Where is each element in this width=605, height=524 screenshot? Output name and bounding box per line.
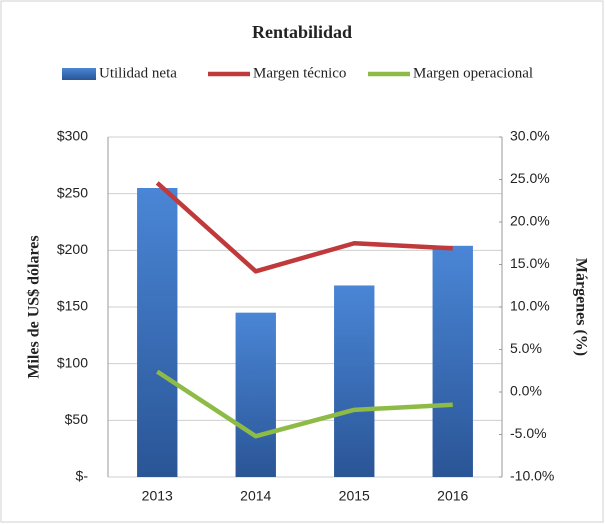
y2-tick-label: 30.0%: [510, 128, 550, 144]
y2-tick-label: 0.0%: [510, 383, 542, 399]
bar: [334, 285, 375, 477]
y-tick-label: $200: [57, 241, 88, 257]
legend-label: Utilidad neta: [99, 65, 177, 81]
legend-swatch: [62, 68, 96, 80]
x-tick-label: 2016: [437, 488, 468, 504]
y2-tick-label: 10.0%: [510, 298, 550, 314]
line: [155, 181, 453, 274]
legend-label: Margen operacional: [413, 65, 533, 81]
y-tick-label: $-: [76, 468, 89, 484]
x-tick-label: 2015: [339, 488, 370, 504]
y-tick-label: $50: [65, 411, 89, 427]
bar: [432, 245, 473, 477]
y-tick-label: $100: [57, 354, 88, 370]
bar: [137, 188, 178, 477]
y2-tick-label: 20.0%: [510, 213, 550, 229]
y2-tick-label: 25.0%: [510, 170, 550, 186]
y2-tick-label: -10.0%: [510, 468, 554, 484]
chart-title: Rentabilidad: [252, 22, 352, 42]
x-tick-label: 2013: [142, 488, 173, 504]
y-tick-label: $150: [57, 298, 88, 314]
legend-label: Margen técnico: [253, 65, 346, 81]
y2-tick-label: 5.0%: [510, 340, 542, 356]
y-axis-label: Miles de US$ dólares: [26, 235, 43, 378]
bar: [235, 312, 276, 477]
x-tick-label: 2014: [240, 488, 271, 504]
y2-tick-label: 15.0%: [510, 255, 550, 271]
line: [156, 369, 453, 439]
y2-axis-label: Márgenes (%): [572, 258, 589, 356]
y2-tick-label: -5.0%: [510, 425, 547, 441]
y-tick-label: $250: [57, 184, 88, 200]
y-tick-label: $300: [57, 128, 88, 144]
